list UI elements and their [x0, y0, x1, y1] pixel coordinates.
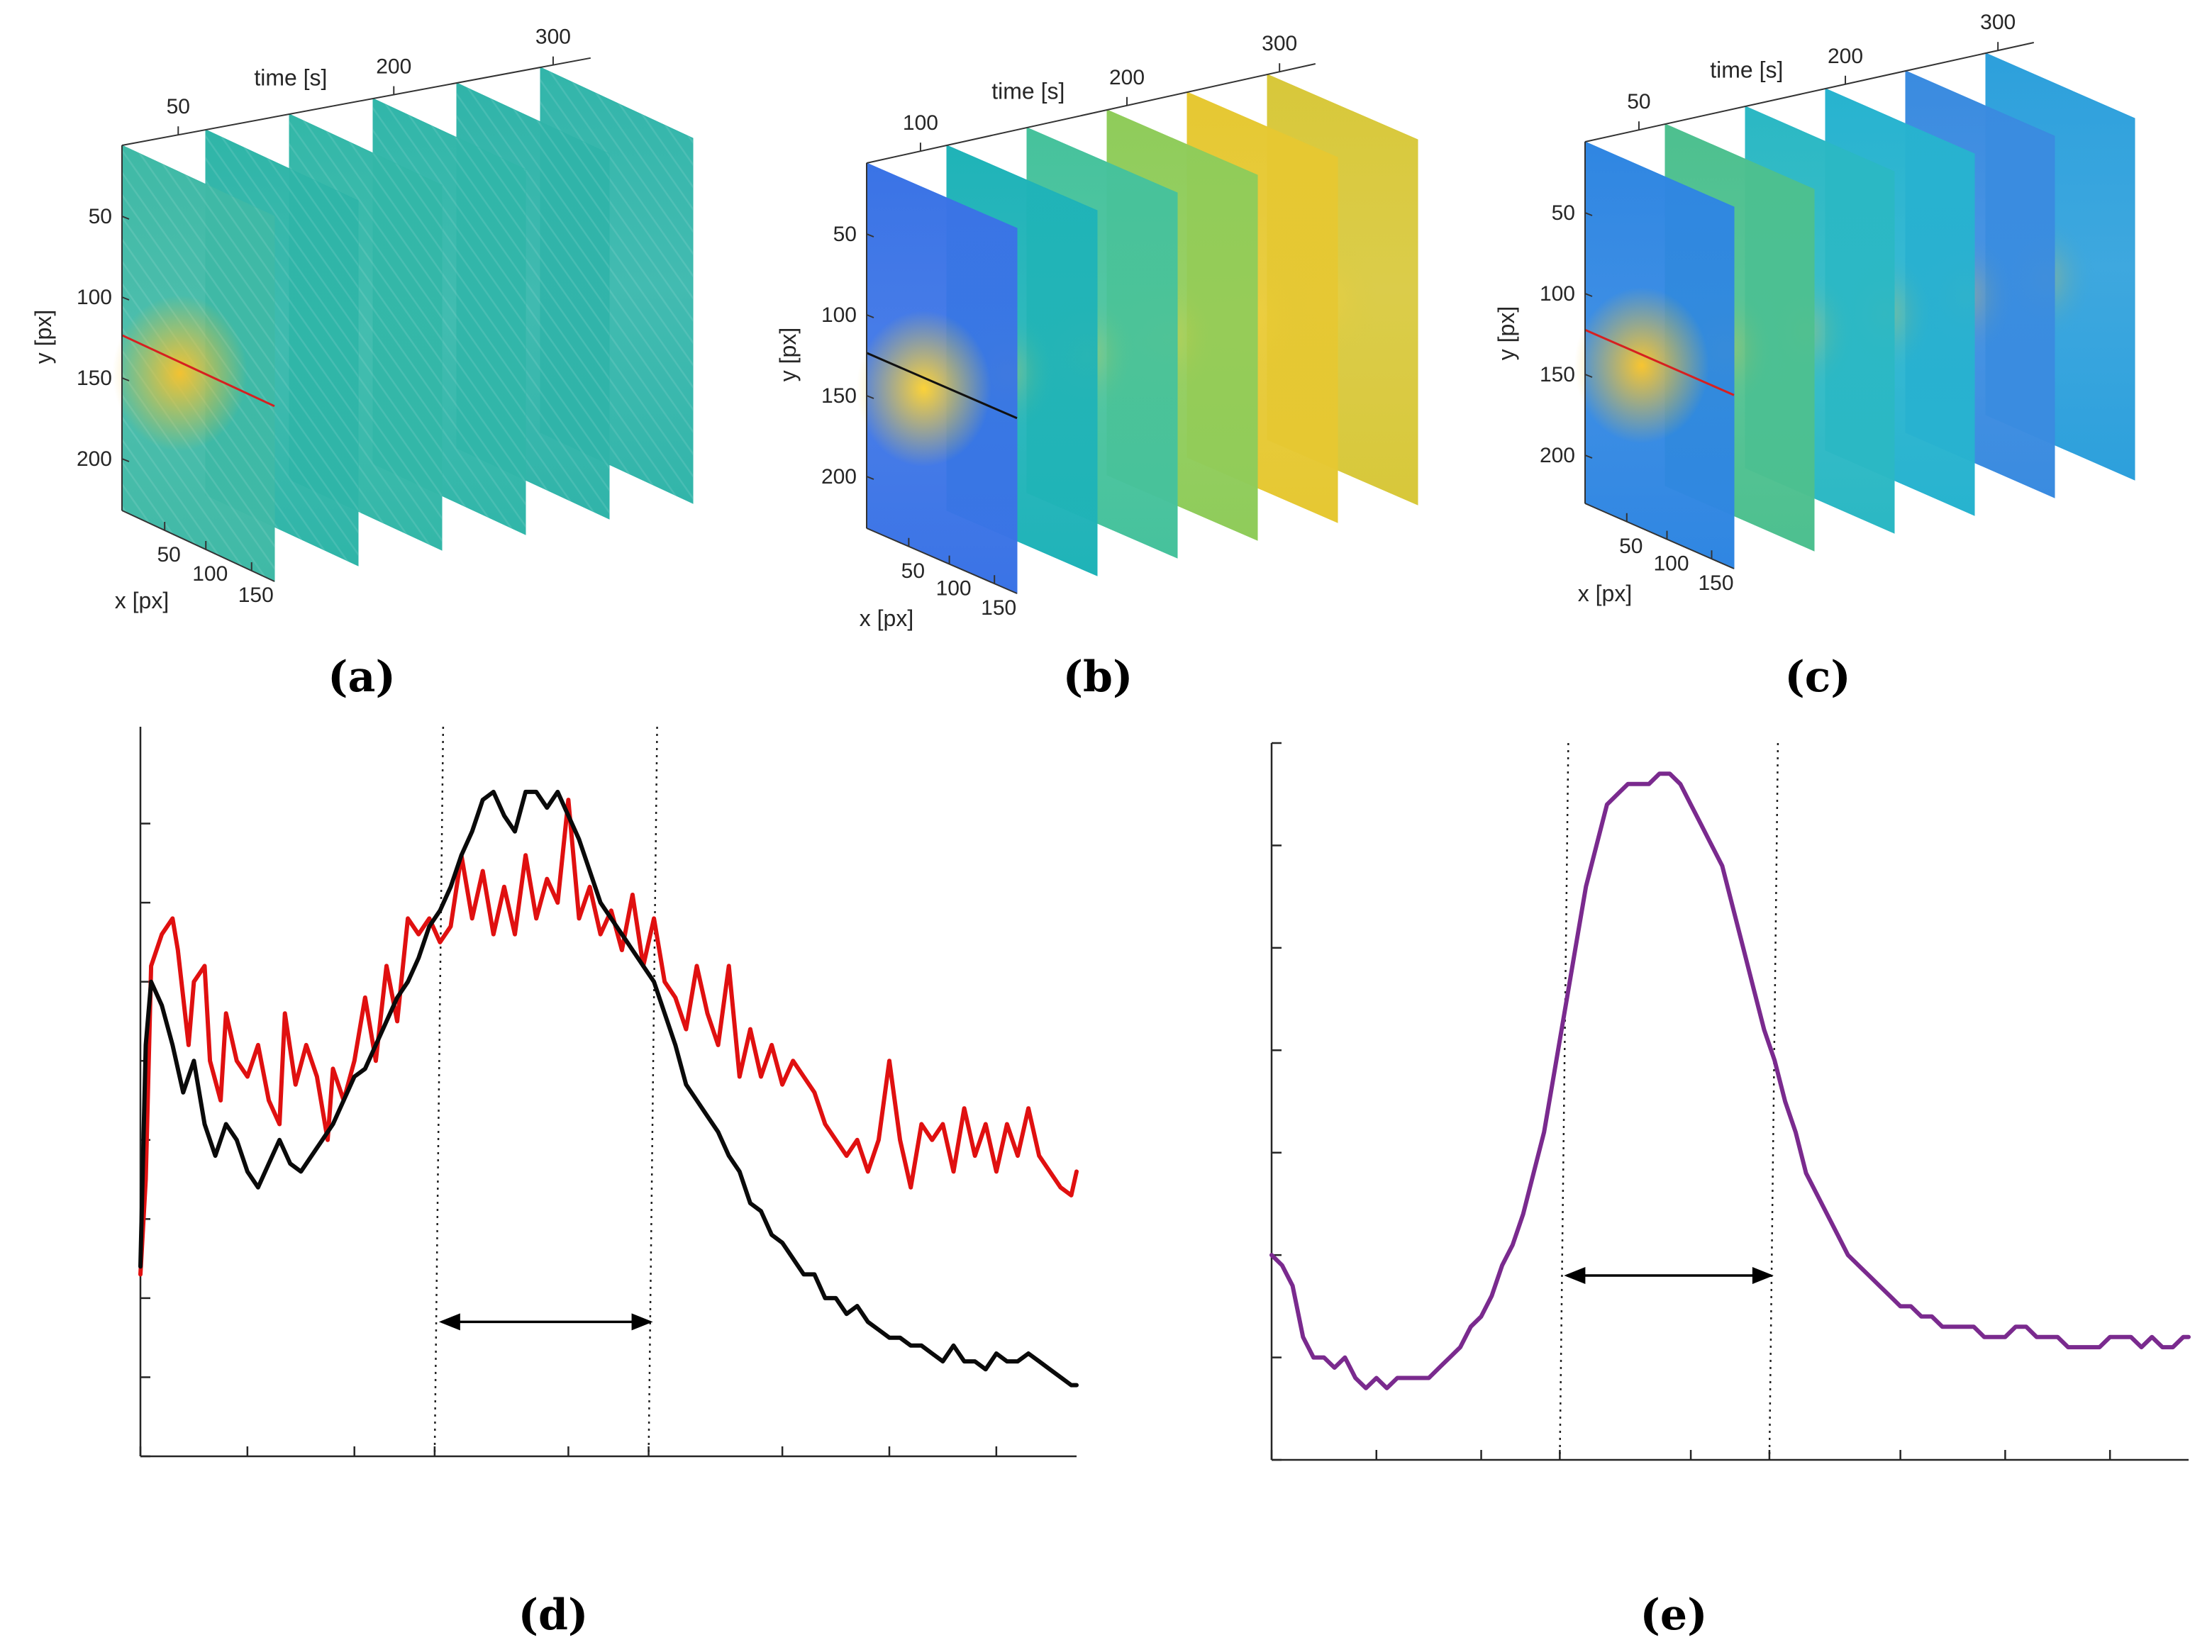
y-tick-b-2: 150	[821, 384, 857, 408]
y-label-b: y [px]	[775, 328, 801, 381]
x-label-b: x [px]	[860, 605, 913, 631]
chart-e	[1269, 742, 2191, 1461]
chart-d	[138, 726, 1079, 1458]
y-tick-a-2: 150	[77, 367, 112, 390]
time-tick-c-2: 300	[1980, 11, 2016, 34]
panel-label-c: (c)	[1784, 652, 1850, 702]
volume-panel-b: 100 200 300 time [s] 50 100 150 200 y [px] 50 100 1…	[775, 32, 1418, 631]
y-tick-mark-a-2	[121, 377, 130, 381]
x-tick-a-1: 100	[192, 562, 228, 586]
defect-hotspot-a	[112, 295, 248, 452]
y-tick-b-3: 200	[821, 465, 857, 489]
time-tick-b-1: 200	[1109, 66, 1145, 89]
volume-panels: 50 200 300 time [s] 50 100 150 200 y [px] 50 100 15…	[30, 11, 2135, 631]
y-tick-mark-b-2	[866, 395, 874, 399]
time-tick-a-2: 300	[535, 26, 571, 49]
y-tick-mark-b-1	[866, 314, 874, 318]
x-tick-a-0: 50	[157, 543, 181, 567]
profile-line-a	[121, 334, 275, 408]
x-label-c: x [px]	[1578, 581, 1632, 606]
series-line-d-red	[138, 798, 1079, 1277]
y-tick-a-0: 50	[89, 205, 112, 228]
x-tick-c-2: 150	[1698, 571, 1733, 595]
series-line-d-black	[138, 789, 1079, 1388]
y-tick-mark-c-2	[1584, 374, 1593, 378]
panel-label-a: (a)	[328, 652, 396, 702]
y-tick-c-0: 50	[1552, 201, 1575, 225]
x-tick-b-2: 150	[981, 596, 1016, 620]
defect-boundary-d-0	[433, 726, 445, 1457]
time-tick-b-2: 300	[1262, 32, 1297, 55]
y-tick-c-2: 150	[1540, 363, 1575, 386]
defect-arrowhead-right-d	[631, 1313, 653, 1331]
x-label-a: x [px]	[115, 588, 169, 613]
defect-hotspot-b	[856, 311, 991, 467]
y-tick-b-1: 100	[821, 303, 857, 327]
panel-label-e: (e)	[1640, 1590, 1708, 1640]
x-axis-a	[121, 510, 275, 582]
y-tick-mark-b-3	[866, 476, 874, 480]
panel-labels: (a) (b) (c) (d) (e)	[328, 652, 1850, 1640]
volume-panel-a: 50 200 300 time [s] 50 100 150 200 y [px] 50 100 15…	[30, 26, 694, 613]
profile-line-c	[1584, 328, 1735, 396]
defect-arrowhead-left-d	[438, 1313, 460, 1331]
time-label-a: time [s]	[254, 65, 327, 91]
volume-panel-c: 50 200 300 time [s] 50 100 150 200 y [px] 50 100 15…	[1494, 11, 2135, 606]
x-axis-c	[1584, 503, 1735, 569]
y-tick-a-3: 200	[77, 447, 112, 471]
time-tick-c-0: 50	[1627, 90, 1650, 113]
series-line-e-purple	[1269, 771, 2191, 1390]
y-tick-b-0: 50	[833, 223, 857, 246]
y-label-c: y [px]	[1494, 306, 1519, 360]
y-tick-mark-a-1	[121, 296, 130, 301]
defect-boundary-e-0	[1559, 742, 1569, 1461]
time-tick-a-0: 50	[167, 95, 190, 118]
x-tick-b-1: 100	[936, 577, 972, 601]
time-tick-c-1: 200	[1828, 45, 1863, 68]
y-label-a: y [px]	[30, 310, 56, 364]
y-tick-a-1: 100	[77, 286, 112, 309]
time-axis-a	[121, 57, 591, 146]
defect-arrowhead-right-e	[1752, 1267, 1774, 1285]
time-axis-b	[866, 63, 1316, 164]
x-tick-b-0: 50	[901, 559, 925, 583]
defect-boundary-e-1	[1768, 742, 1779, 1461]
y-tick-mark-a-0	[121, 216, 130, 220]
time-axis-c	[1584, 42, 2035, 143]
panel-label-b: (b)	[1063, 652, 1133, 702]
defect-boundary-d-1	[648, 726, 658, 1457]
panel-label-d: (d)	[518, 1590, 589, 1640]
y-tick-mark-c-3	[1584, 454, 1593, 459]
y-tick-c-1: 100	[1540, 282, 1575, 306]
y-tick-c-3: 200	[1540, 444, 1575, 467]
defect-arrowhead-left-e	[1564, 1267, 1586, 1285]
y-tick-mark-c-0	[1584, 212, 1593, 216]
time-label-b: time [s]	[991, 79, 1065, 104]
x-axis-b	[866, 528, 1018, 594]
line-charts	[138, 726, 2191, 1461]
x-tick-a-2: 150	[238, 584, 274, 607]
time-tick-a-1: 200	[376, 55, 411, 79]
time-tick-b-0: 100	[903, 111, 938, 135]
y-tick-mark-b-0	[866, 233, 874, 238]
defect-hotspot-c	[1574, 287, 1709, 444]
profile-line-b	[866, 352, 1018, 420]
y-tick-mark-c-1	[1584, 293, 1593, 297]
y-tick-mark-a-3	[121, 458, 130, 462]
x-tick-c-1: 100	[1653, 552, 1689, 576]
x-tick-c-0: 50	[1619, 535, 1643, 558]
time-label-c: time [s]	[1710, 57, 1783, 83]
